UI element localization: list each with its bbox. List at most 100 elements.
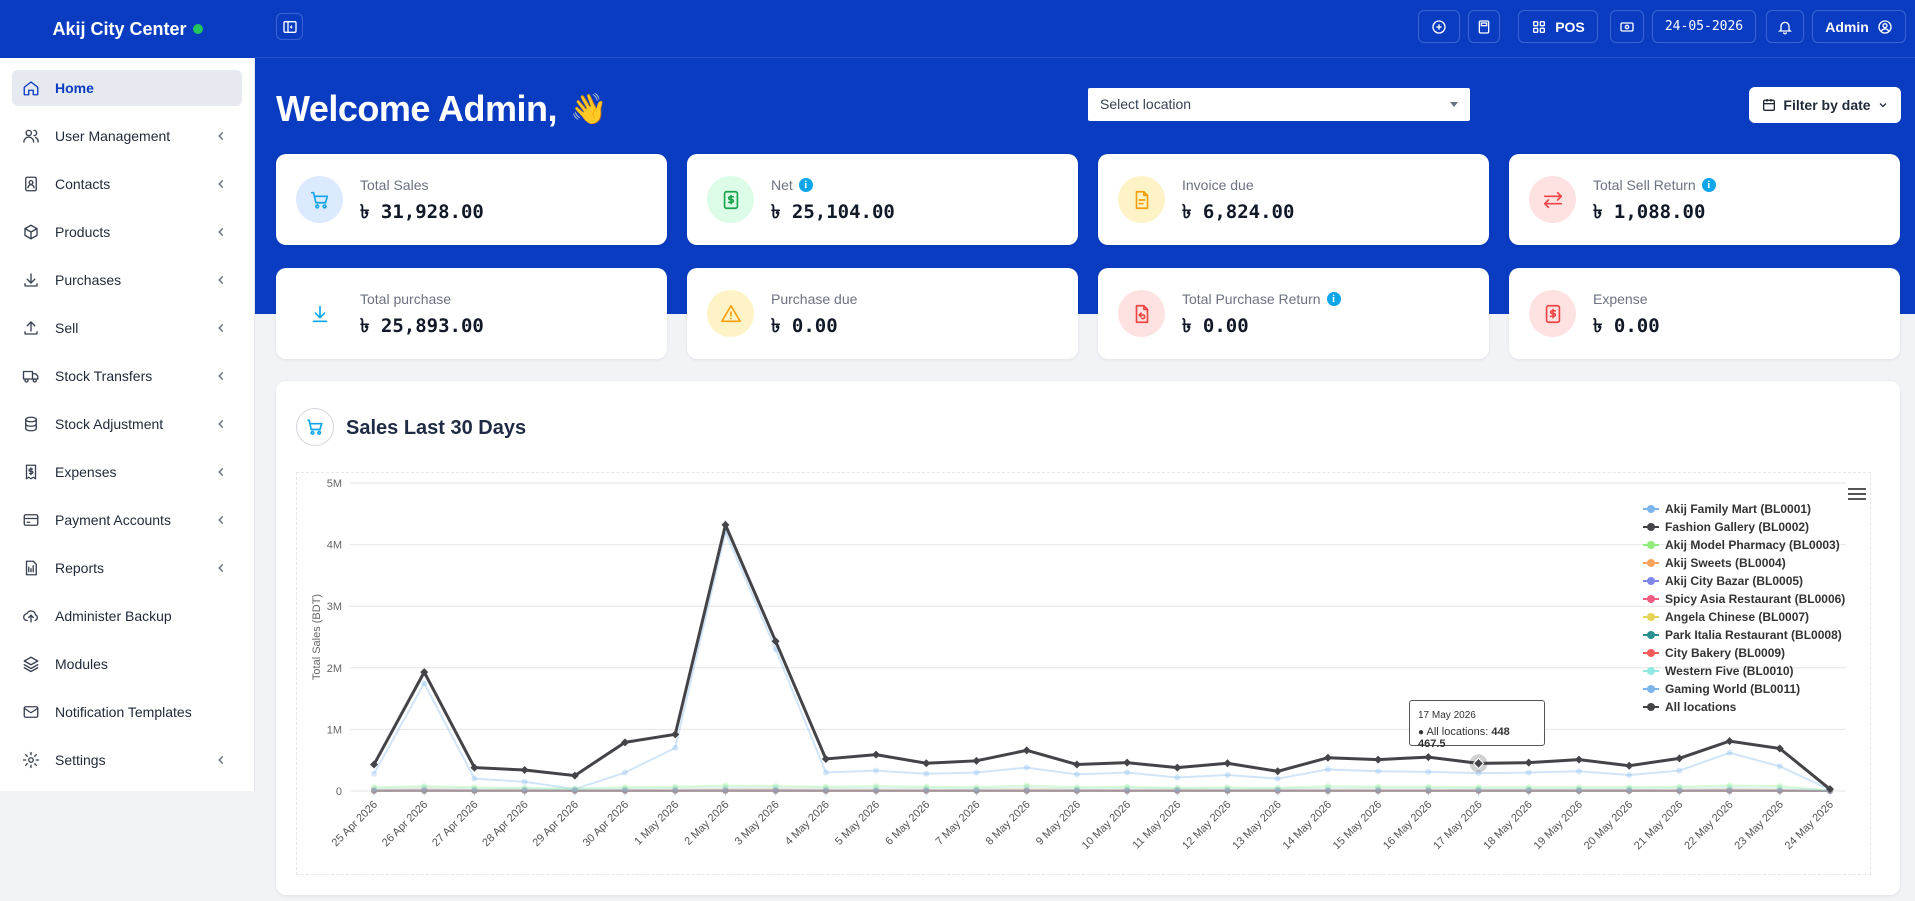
stat-card-purchase-due: Purchase due ৳ 0.00 bbox=[687, 268, 1078, 359]
user-label: Admin bbox=[1825, 18, 1869, 35]
data-point bbox=[1375, 768, 1382, 775]
sidebar-item-sell[interactable]: Sell bbox=[12, 310, 242, 346]
legend-item[interactable]: City Bakery (BL0009) bbox=[1643, 644, 1845, 662]
legend-item[interactable]: Akij Sweets (BL0004) bbox=[1643, 554, 1845, 572]
chart-menu-button[interactable] bbox=[1848, 488, 1866, 502]
sidebar-toggle-button[interactable] bbox=[276, 13, 303, 40]
sidebar-item-label: Purchases bbox=[55, 272, 122, 288]
data-point bbox=[371, 787, 377, 794]
data-point bbox=[571, 788, 578, 794]
top-bar: POS 24-05-2026 Admin bbox=[255, 0, 1915, 58]
stat-value: ৳ 0.00 bbox=[1182, 315, 1249, 337]
data-point bbox=[772, 786, 779, 793]
data-point bbox=[471, 787, 478, 794]
legend-item[interactable]: Spicy Asia Restaurant (BL0006) bbox=[1643, 590, 1845, 608]
location-select[interactable]: Select location bbox=[1088, 88, 1470, 121]
sidebar-item-modules[interactable]: Modules bbox=[12, 646, 242, 682]
data-point bbox=[1675, 754, 1684, 763]
sidebar-item-reports[interactable]: Reports bbox=[12, 550, 242, 586]
data-point bbox=[872, 750, 881, 759]
x-tick-label: 19 May 2026 bbox=[1532, 799, 1585, 852]
sidebar-item-home[interactable]: Home bbox=[12, 70, 242, 106]
data-point bbox=[1375, 784, 1382, 791]
cash-register-button[interactable] bbox=[1610, 10, 1644, 43]
data-point bbox=[1425, 787, 1432, 794]
filter-by-date-button[interactable]: Filter by date bbox=[1749, 87, 1901, 123]
data-point bbox=[1174, 784, 1181, 791]
pos-label: POS bbox=[1555, 18, 1585, 35]
data-point bbox=[371, 787, 377, 794]
legend-swatch bbox=[1643, 702, 1659, 712]
data-point bbox=[1324, 787, 1331, 794]
stat-label: Invoice due bbox=[1182, 177, 1254, 193]
add-button[interactable] bbox=[1418, 10, 1460, 43]
data-point bbox=[1023, 782, 1030, 789]
data-point bbox=[1223, 759, 1232, 768]
legend-item[interactable]: Akij City Bazar (BL0005) bbox=[1643, 572, 1845, 590]
x-tick-label: 26 Apr 2026 bbox=[380, 799, 430, 849]
sidebar-item-payment-accounts[interactable]: Payment Accounts bbox=[12, 502, 242, 538]
data-point bbox=[1073, 787, 1080, 794]
data-point bbox=[1274, 784, 1281, 791]
data-point bbox=[622, 769, 629, 776]
legend-item[interactable]: Akij Model Pharmacy (BL0003) bbox=[1643, 536, 1845, 554]
data-point bbox=[1676, 786, 1683, 793]
legend-item[interactable]: Western Five (BL0010) bbox=[1643, 662, 1845, 680]
notifications-button[interactable] bbox=[1766, 10, 1804, 43]
x-tick-label: 1 May 2026 bbox=[632, 799, 681, 848]
data-point bbox=[1375, 787, 1382, 794]
legend-item[interactable]: Fashion Gallery (BL0002) bbox=[1643, 518, 1845, 536]
sidebar-item-contacts[interactable]: Contacts bbox=[12, 166, 242, 202]
data-point bbox=[671, 730, 680, 739]
sidebar-item-stock-transfers[interactable]: Stock Transfers bbox=[12, 358, 242, 394]
x-tick-label: 9 May 2026 bbox=[1034, 799, 1083, 848]
cart-icon bbox=[307, 419, 323, 435]
data-point bbox=[371, 788, 377, 794]
brand-header[interactable]: Akij City Center bbox=[0, 0, 255, 58]
info-icon[interactable]: i bbox=[1326, 292, 1341, 306]
data-point bbox=[471, 787, 478, 794]
data-point bbox=[1525, 786, 1532, 793]
sidebar-menu: Home User Management Contacts Products Purch… bbox=[0, 58, 255, 791]
data-point bbox=[571, 786, 578, 793]
data-point bbox=[722, 788, 729, 794]
data-point bbox=[822, 769, 829, 776]
legend-item[interactable]: Gaming World (BL0011) bbox=[1643, 680, 1845, 698]
sidebar-item-user-management[interactable]: User Management bbox=[12, 118, 242, 154]
data-point bbox=[471, 787, 478, 794]
legend-item[interactable]: All locations bbox=[1643, 698, 1845, 716]
data-point bbox=[1073, 785, 1080, 792]
data-point bbox=[822, 787, 829, 794]
sidebar-item-expenses[interactable]: Expenses bbox=[12, 454, 242, 490]
sidebar-item-label: Settings bbox=[55, 752, 106, 768]
info-icon[interactable]: i bbox=[1701, 178, 1716, 192]
chart-title: Sales Last 30 Days bbox=[346, 417, 527, 439]
sidebar-item-stock-adjustment[interactable]: Stock Adjustment bbox=[12, 406, 242, 442]
info-icon[interactable]: i bbox=[798, 178, 813, 192]
data-point bbox=[1023, 787, 1030, 794]
pos-button[interactable]: POS bbox=[1518, 10, 1598, 43]
user-circle-icon bbox=[1878, 19, 1892, 34]
legend-item[interactable]: Park Italia Restaurant (BL0008) bbox=[1643, 626, 1845, 644]
data-point bbox=[1073, 784, 1080, 791]
data-point bbox=[822, 784, 829, 791]
sidebar-item-settings[interactable]: Settings bbox=[12, 742, 242, 778]
data-point bbox=[722, 786, 729, 793]
data-point bbox=[1073, 787, 1080, 794]
legend-item[interactable]: Angela Chinese (BL0007) bbox=[1643, 608, 1845, 626]
x-tick-label: 23 May 2026 bbox=[1732, 799, 1785, 852]
sidebar-item-products[interactable]: Products bbox=[12, 214, 242, 250]
sidebar-item-purchases[interactable]: Purchases bbox=[12, 262, 242, 298]
legend-item[interactable]: Akij Family Mart (BL0001) bbox=[1643, 500, 1845, 518]
data-point bbox=[370, 760, 378, 769]
user-menu-button[interactable]: Admin bbox=[1812, 10, 1906, 43]
calculator-button[interactable] bbox=[1468, 10, 1500, 43]
data-point bbox=[421, 680, 428, 687]
data-point bbox=[521, 788, 528, 794]
data-point bbox=[1626, 788, 1633, 794]
sidebar-item-notification-templates[interactable]: Notification Templates bbox=[12, 694, 242, 730]
sidebar-item-administer-backup[interactable]: Administer Backup bbox=[12, 598, 242, 634]
data-point bbox=[1676, 787, 1683, 794]
x-tick-label: 27 Apr 2026 bbox=[430, 799, 480, 849]
